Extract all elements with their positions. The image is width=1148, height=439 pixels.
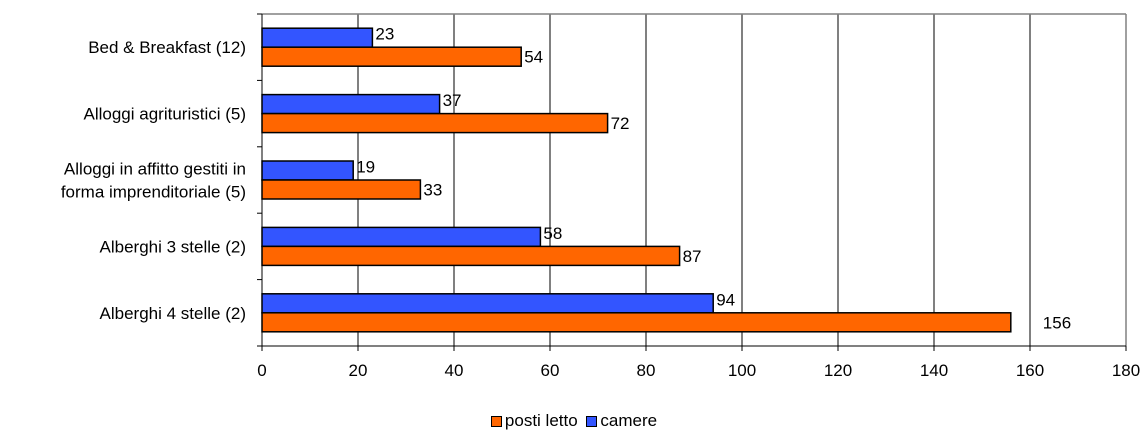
bar-camere-4 [261,293,714,314]
category-label-1: Alloggi agrituristici (5) [84,105,247,124]
x-tick-label-6: 120 [824,361,852,380]
data-label-posti-letto-1: 72 [611,114,630,133]
x-tick-label-7: 140 [920,361,948,380]
x-tick-label-3: 60 [541,361,560,380]
legend-item-camere: camere [586,411,657,431]
data-label-camere-1: 37 [443,91,462,110]
x-tick-label-9: 180 [1112,361,1140,380]
category-label-3: Alberghi 3 stelle (2) [100,237,246,256]
bar-posti-letto-0 [261,46,522,67]
data-label-camere-3: 58 [543,224,562,243]
legend-swatch-camere [586,415,598,427]
bar-camere-3 [261,226,542,248]
x-tick-label-5: 100 [728,361,756,380]
legend: posti letto camere [0,411,1148,432]
data-label-posti-letto-0: 54 [524,48,543,67]
x-tick-label-4: 80 [637,361,656,380]
category-label-2-line-1: forma imprenditoriale (5) [61,183,246,202]
category-label-4: Alberghi 4 stelle (2) [100,304,246,323]
bar-posti-letto-3 [261,245,681,267]
bar-camere-0 [261,27,374,48]
legend-item-posti-letto: posti letto [490,411,578,431]
category-label-2-line-0: Alloggi in affitto gestiti in [64,160,246,179]
legend-label-camere: camere [600,411,658,430]
data-label-camere-2: 19 [356,158,375,177]
x-tick-label-8: 160 [1016,361,1044,380]
bar-camere-2 [261,160,354,181]
data-label-posti-letto-3: 87 [683,247,702,266]
bar-posti-letto-4 [261,312,1012,333]
x-tick-label-1: 20 [349,361,368,380]
bar-camere-1 [261,93,441,115]
legend-swatch-posti-letto [490,415,502,427]
data-label-camere-4: 94 [716,290,735,309]
x-tick-label-2: 40 [445,361,464,380]
data-label-posti-letto-4: 156 [1043,313,1071,332]
plot-area: 0 20 40 60 80 100 120 140 160 180 23 54 Bed & Breakf… [61,13,1140,380]
x-tick-label-0: 0 [257,361,266,380]
bar-posti-letto-1 [261,112,609,134]
data-label-camere-0: 23 [375,25,394,44]
category-label-0: Bed & Breakfast (12) [88,38,246,57]
legend-label-posti-letto: posti letto [504,411,578,430]
data-label-posti-letto-2: 33 [423,181,442,200]
bar-posti-letto-2 [261,179,422,200]
